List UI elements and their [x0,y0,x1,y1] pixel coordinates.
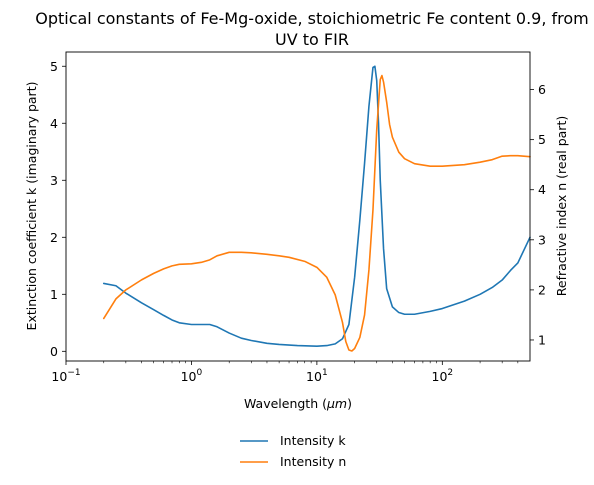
series-line-n [102,74,531,352]
series-line-k [102,65,531,347]
y-axis-left-label: Extinction coefficient k (imaginary part… [24,82,39,331]
y-right-tick-label: 3 [538,232,546,247]
x-tick-label: 102 [432,368,454,384]
legend: Intensity k Intensity n [240,433,346,469]
x-axis-label: Wavelength (μm) [244,396,352,411]
y-right-tick-label: 5 [538,132,546,147]
chart-title-line1: Optical constants of Fe-Mg-oxide, stoich… [35,9,589,28]
x-tick-label: 10−1 [51,368,80,384]
axes-frame [65,51,531,362]
plot-area [102,65,531,352]
y-axis-right-label: Refractive index n (real part) [554,116,569,296]
x-tick-label: 100 [181,368,203,384]
x-tick-label: 101 [306,368,328,384]
y-axis-right: 1 2 3 4 5 6 [530,82,546,347]
y-left-tick-label: 2 [50,230,58,245]
y-right-tick-label: 2 [538,282,546,297]
x-axis: 10−1 100 101 102 [51,361,519,384]
legend-label-n: Intensity n [280,454,346,469]
y-right-tick-label: 4 [538,182,546,197]
y-axis-left: 0 1 2 3 4 5 [50,59,66,359]
chart-title-line2: UV to FIR [275,30,349,49]
y-left-tick-label: 0 [50,344,58,359]
y-left-tick-label: 4 [50,116,58,131]
y-left-tick-label: 5 [50,59,58,74]
legend-label-k: Intensity k [280,433,346,448]
y-right-tick-label: 1 [538,332,546,347]
y-left-tick-label: 3 [50,173,58,188]
y-left-tick-label: 1 [50,287,58,302]
y-right-tick-label: 6 [538,82,546,97]
